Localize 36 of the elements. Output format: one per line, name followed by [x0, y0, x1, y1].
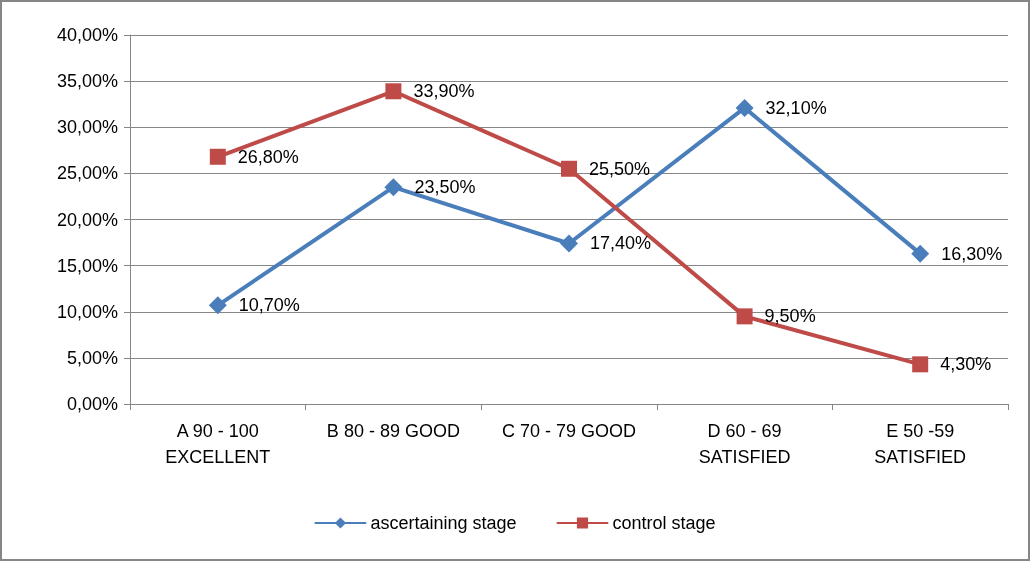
- data-label: 17,40%: [590, 233, 652, 254]
- x-tick-label: D 60 - 69 SATISFIED: [698, 421, 791, 467]
- x-tick-label: B 80 - 89 GOOD: [326, 421, 460, 441]
- y-tick-label: 25,00%: [56, 163, 118, 184]
- x-tick-label: E 50 -59 SATISFIED: [874, 421, 967, 467]
- y-tick-label: 15,00%: [56, 255, 118, 276]
- legend-label: ascertaining stage: [370, 513, 517, 533]
- point: [384, 178, 403, 197]
- y-tick-label: 20,00%: [56, 209, 118, 230]
- point: [385, 83, 402, 100]
- y-tick-label: 5,00%: [66, 347, 118, 368]
- data-label: 32,10%: [765, 97, 827, 118]
- point: [735, 98, 754, 117]
- data-label: 33,90%: [413, 81, 475, 102]
- point: [912, 356, 929, 373]
- point: [736, 308, 753, 325]
- point: [561, 160, 577, 177]
- point: [560, 234, 578, 253]
- legend-label: control stage: [612, 513, 716, 533]
- y-tick-label: 30,00%: [56, 117, 118, 138]
- data-label: 4,30%: [940, 354, 992, 375]
- x-tick-label: A 90 - 100 EXCELLENT: [165, 421, 271, 467]
- point: [208, 296, 227, 315]
- data-label: 10,70%: [238, 295, 300, 316]
- point: [911, 244, 930, 263]
- data-label: 9,50%: [764, 306, 816, 327]
- point: [209, 148, 226, 165]
- y-tick-label: 0,00%: [66, 394, 118, 414]
- y-tick-label: 10,00%: [56, 301, 118, 322]
- data-label: 16,30%: [941, 243, 1003, 264]
- data-label: 23,50%: [414, 177, 476, 198]
- data-label: 26,80%: [237, 146, 299, 167]
- y-tick-label: 40,00%: [56, 25, 118, 45]
- data-label: 25,50%: [589, 158, 651, 179]
- x-tick-label: C 70 - 79 GOOD: [501, 421, 637, 441]
- y-tick-label: 35,00%: [56, 71, 118, 92]
